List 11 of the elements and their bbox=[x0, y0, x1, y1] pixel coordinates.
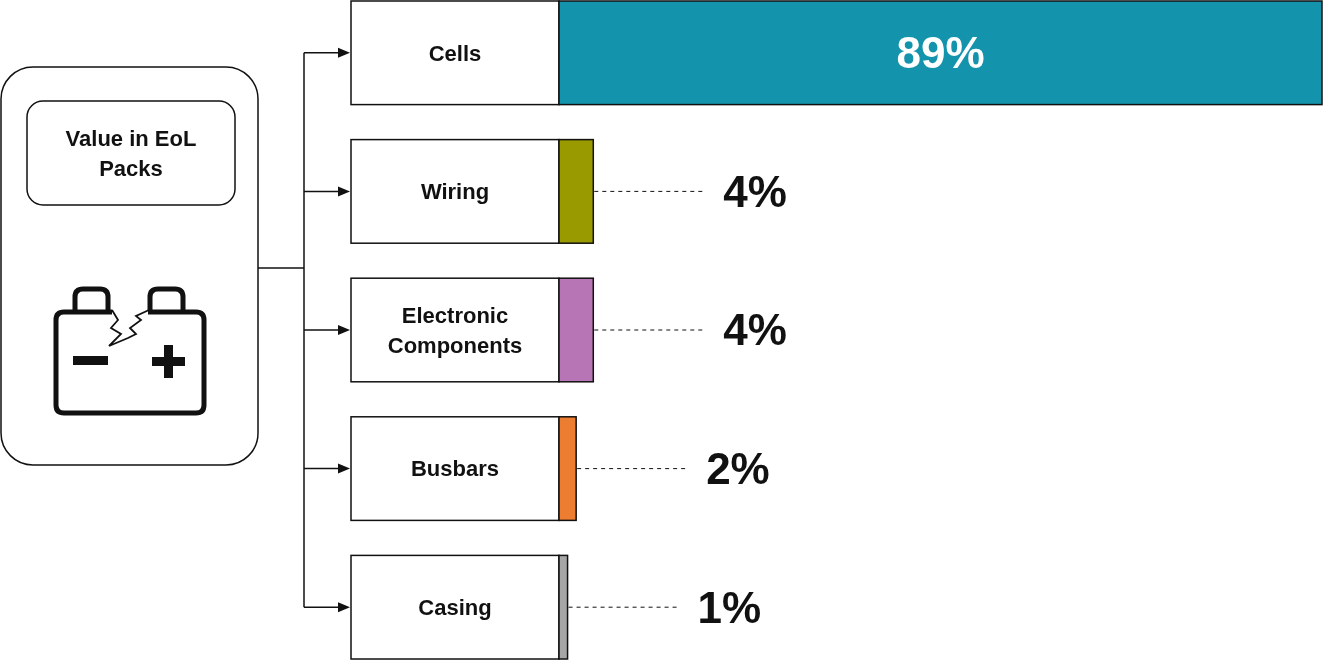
data-label: 1% bbox=[697, 582, 762, 632]
y-tick-label: Wiring bbox=[420, 179, 490, 205]
y-tick-label: Casing bbox=[418, 594, 492, 620]
data-label: 2% bbox=[706, 444, 770, 493]
data-label: 89% bbox=[896, 28, 985, 78]
data-label: 4% bbox=[723, 305, 787, 355]
data-label: 4% bbox=[723, 166, 787, 216]
y-tick-label: Busbars bbox=[410, 456, 500, 482]
text: Value in EoL Packs bbox=[65, 125, 197, 181]
y-tick-label: Electronic Components bbox=[387, 302, 523, 358]
y-tick-label: Cells bbox=[428, 40, 482, 66]
